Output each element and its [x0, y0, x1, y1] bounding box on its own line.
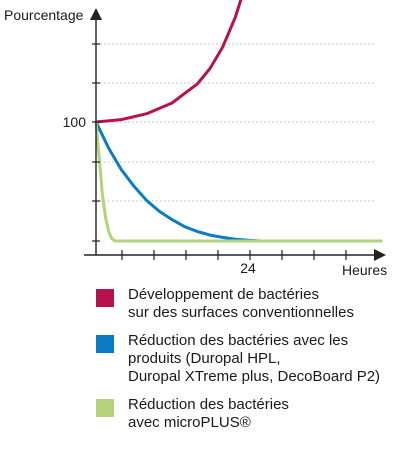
x-axis-label: Heures — [342, 262, 387, 275]
legend-swatch — [96, 335, 114, 353]
chart: Pourcentage Heures 100 24 — [4, 0, 387, 275]
series-line-0 — [94, 0, 243, 124]
legend-item-microplus: Réduction des bactéries avec microPLUS® — [92, 396, 412, 432]
series-line-2 — [94, 120, 383, 243]
grid — [96, 43, 375, 202]
legend-swatch — [96, 399, 114, 417]
y-axis-label: Pourcentage — [4, 7, 84, 23]
x-tick-label: 24 — [240, 260, 256, 275]
y-tick-label: 100 — [63, 114, 87, 130]
series-line-1 — [94, 120, 383, 243]
legend-item-products: Réduction des bactéries avec les produit… — [92, 332, 412, 386]
y-axis-arrow — [90, 8, 102, 20]
legend-label: Développement de bactéries sur des surfa… — [128, 286, 354, 321]
legend: Développement de bactéries sur des surfa… — [92, 286, 412, 442]
legend-label: Réduction des bactéries avec microPLUS® — [128, 396, 289, 431]
legend-item-conventional: Développement de bactéries sur des surfa… — [92, 286, 412, 322]
ticks: 100 24 — [63, 114, 256, 275]
x-axis-arrow — [374, 249, 386, 261]
legend-swatch — [96, 289, 114, 307]
series-lines — [94, 0, 383, 243]
axes — [84, 8, 386, 261]
legend-label: Réduction des bactéries avec les produit… — [128, 332, 381, 385]
